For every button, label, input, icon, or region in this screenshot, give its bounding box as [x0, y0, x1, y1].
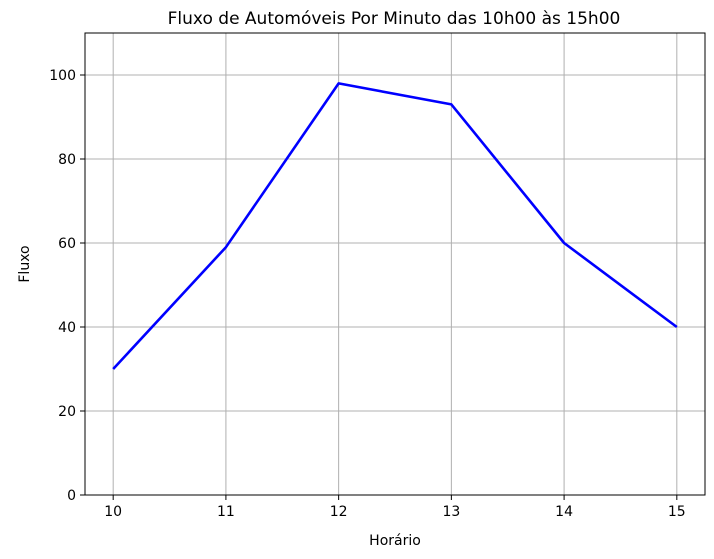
x-tick-label: 12: [330, 504, 348, 520]
x-tick-label: 14: [555, 504, 573, 520]
x-tick-label: 11: [217, 504, 235, 520]
chart-title: Fluxo de Automóveis Por Minuto das 10h00…: [168, 9, 621, 29]
series-layer: [112, 82, 678, 370]
x-tick-label: 15: [668, 504, 686, 520]
y-axis-label: Fluxo: [17, 245, 33, 282]
y-tick-label: 100: [49, 68, 76, 84]
y-tick-label: 40: [58, 320, 76, 336]
grid: [85, 33, 705, 496]
plot-area-frame: [84, 32, 706, 496]
y-tick-label: 60: [58, 236, 76, 252]
y-tick-label: 0: [67, 488, 76, 504]
x-tick-label: 13: [442, 504, 460, 520]
y-tick-label: 20: [58, 404, 76, 420]
series-line: [112, 82, 678, 370]
x-axis-ticks: 10 11 12 13 14 15: [104, 495, 686, 520]
x-axis-label: Horário: [369, 533, 421, 549]
y-axis-ticks: 0 20 40 60 80 100: [49, 68, 85, 504]
x-tick-label: 10: [104, 504, 122, 520]
y-tick-label: 80: [58, 152, 76, 168]
